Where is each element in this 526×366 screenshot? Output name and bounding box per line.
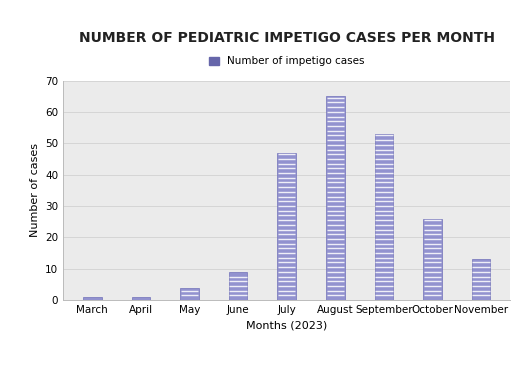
Bar (326, 96, 345, 300)
Bar (472, 259, 490, 300)
Bar (132, 297, 150, 300)
X-axis label: Months (2023): Months (2023) (246, 321, 327, 330)
Bar (83, 297, 102, 300)
Legend: Number of impetigo cases: Number of impetigo cases (205, 52, 369, 70)
Bar (375, 134, 393, 300)
Bar (277, 153, 296, 300)
Bar (180, 288, 199, 300)
Title: NUMBER OF PEDIATRIC IMPETIGO CASES PER MONTH: NUMBER OF PEDIATRIC IMPETIGO CASES PER M… (79, 31, 494, 45)
Bar (229, 272, 247, 300)
Bar (423, 219, 442, 300)
Y-axis label: Number of cases: Number of cases (29, 143, 39, 237)
